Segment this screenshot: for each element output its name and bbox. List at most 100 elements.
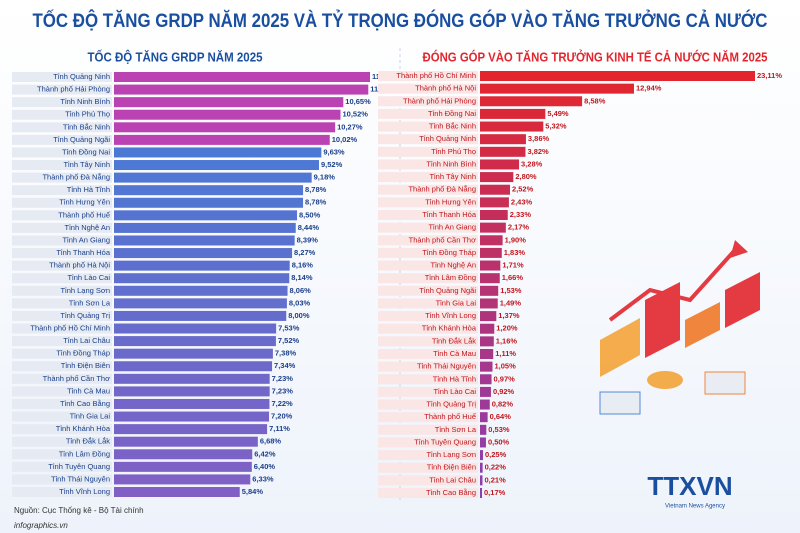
label-bg [378, 311, 478, 322]
category-label: Tỉnh Lạng Sơn [60, 286, 110, 295]
category-label: Thành phố Hải Phòng [37, 85, 110, 94]
value-label: 10,65% [345, 97, 371, 106]
label-bg [12, 147, 112, 158]
bar [114, 172, 312, 183]
bar [114, 109, 341, 120]
label-bg [12, 285, 112, 296]
value-label: 10,52% [343, 110, 369, 119]
category-label: Tỉnh Cao Bằng [60, 399, 110, 408]
label-bg [378, 336, 478, 347]
category-label: Tỉnh Nghệ An [431, 261, 476, 270]
category-label: Tỉnh Hưng Yên [59, 198, 110, 207]
bar [480, 184, 510, 195]
category-label: Tỉnh Lào Cai [67, 273, 110, 282]
bar [114, 97, 344, 108]
value-label: 0,50% [488, 437, 510, 446]
bar [480, 311, 497, 322]
bar [114, 411, 270, 422]
bar [480, 298, 498, 309]
label-bg [378, 488, 478, 498]
bar [480, 323, 495, 334]
value-label: 0,97% [494, 374, 516, 383]
bar [114, 197, 304, 208]
bar [480, 285, 499, 296]
label-bg [378, 197, 478, 208]
label-bg [378, 323, 478, 334]
category-label: Tỉnh Thanh Hóa [422, 210, 476, 219]
bar [480, 361, 493, 372]
value-label: 7,11% [269, 424, 290, 433]
bar [114, 386, 270, 397]
label-bg [12, 386, 112, 397]
value-label: 3,86% [528, 134, 550, 143]
bar [114, 424, 268, 435]
value-label: 7,38% [275, 349, 297, 358]
value-label: 9,63% [323, 147, 345, 156]
category-label: Tỉnh Lâm Đồng [59, 449, 110, 458]
label-bg [378, 437, 478, 448]
label-bg [378, 361, 478, 372]
category-label: Tỉnh Quảng Ngãi [53, 135, 110, 144]
bar [114, 323, 277, 334]
label-bg [378, 475, 478, 486]
category-label: Tỉnh Cà Mau [433, 349, 476, 358]
value-label: 8,00% [288, 311, 310, 320]
value-label: 3,82% [527, 147, 549, 156]
bar [114, 373, 270, 384]
value-label: 2,43% [511, 197, 533, 206]
value-label: 8,78% [305, 185, 327, 194]
bar [114, 210, 298, 221]
label-bg [12, 361, 112, 372]
category-label: Tỉnh Hà Tĩnh [67, 185, 110, 194]
label-bg [12, 122, 112, 133]
bar [114, 260, 290, 271]
chart-title: TỐC ĐỘ TĂNG GRDP NĂM 2025 [88, 49, 263, 64]
value-label: 7,23% [272, 386, 294, 395]
category-label: Tỉnh Đồng Nai [62, 147, 110, 156]
category-label: Thành phố Hồ Chí Minh [396, 71, 476, 80]
value-label: 8,03% [289, 298, 311, 307]
value-label: 1,11% [495, 349, 516, 358]
value-label: 0,22% [485, 463, 507, 472]
bar [480, 197, 509, 208]
label-bg [378, 399, 478, 410]
value-label: 0,25% [485, 450, 507, 459]
category-label: Tỉnh Sơn La [69, 298, 111, 307]
bar [114, 134, 330, 145]
category-label: Tỉnh Phú Thọ [65, 110, 110, 119]
bar [480, 146, 526, 157]
value-label: 7,53% [278, 323, 300, 332]
value-label: 0,21% [484, 475, 506, 484]
value-label: 0,64% [490, 412, 512, 421]
category-label: Tỉnh Điện Biên [427, 463, 476, 472]
bar [480, 462, 483, 473]
value-label: 7,34% [274, 361, 296, 370]
value-label: 1,05% [494, 362, 516, 371]
label-bg [378, 210, 478, 220]
label-bg [378, 374, 478, 385]
logo-tagline: Vietnam News Agency [665, 504, 725, 510]
category-label: Thành phố Hồ Chí Minh [30, 323, 110, 332]
bar [480, 247, 502, 258]
value-label: 0,92% [493, 387, 515, 396]
label-bg [12, 185, 112, 196]
category-label: Tỉnh Hà Tĩnh [433, 374, 476, 383]
value-label: 8,06% [290, 286, 312, 295]
value-label: 8,39% [297, 235, 319, 244]
bar [480, 399, 490, 410]
label-bg [12, 348, 112, 359]
label-bg [378, 222, 478, 233]
category-label: Tỉnh Quảng Trị [426, 400, 476, 409]
label-bg [378, 96, 478, 107]
bar [114, 474, 251, 485]
category-label: Tỉnh Đắk Lắk [432, 336, 476, 345]
category-label: Tỉnh Phú Thọ [431, 147, 476, 156]
value-label: 0,17% [484, 488, 506, 497]
category-label: Tỉnh Bắc Ninh [63, 122, 110, 131]
value-label: 23,11% [757, 71, 782, 80]
label-bg [378, 260, 478, 271]
value-label: 6,33% [252, 474, 274, 483]
label-bg [12, 222, 112, 233]
label-bg [378, 412, 478, 423]
label-bg [378, 424, 478, 435]
